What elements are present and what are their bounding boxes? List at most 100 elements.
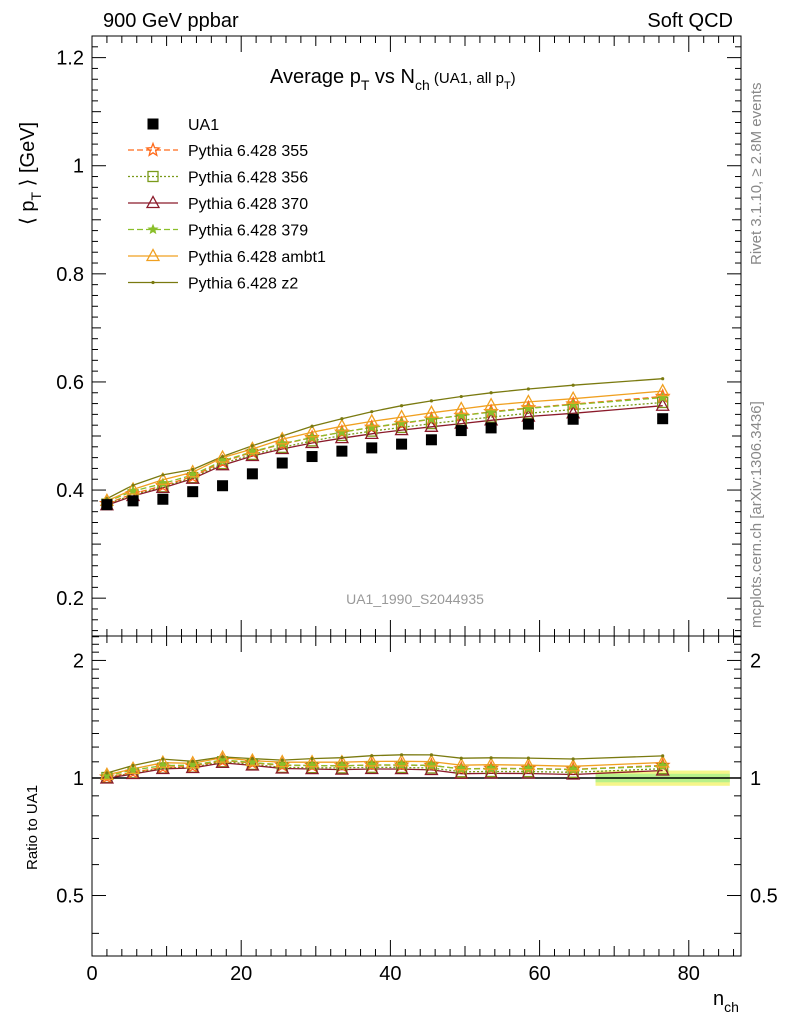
ratio-marker-p370 — [185, 760, 200, 774]
ua1-point — [187, 486, 199, 498]
series-marker-ambt1 — [566, 390, 581, 404]
x-tick-label: 0 — [86, 963, 97, 985]
ratio-marker-p370 — [275, 760, 290, 774]
ratio-marker-z2 — [280, 758, 284, 762]
ratio-y-tick-label-right: 2 — [750, 650, 761, 672]
ratio-marker-ambt1 — [125, 760, 141, 775]
series-marker-ambt1 — [245, 441, 260, 455]
ratio-marker-p370 — [304, 761, 320, 775]
series-marker-ambt1 — [454, 401, 469, 415]
ratio-marker-ambt1 — [424, 753, 439, 767]
series-marker-p370 — [394, 422, 409, 436]
main-x-ticks — [91, 36, 735, 636]
ua1-point — [455, 425, 467, 437]
ratio-marker-ambt1 — [521, 757, 536, 771]
ua1-point — [246, 468, 258, 480]
header-left: 900 GeV ppbar — [103, 10, 239, 32]
ratio-plot-frame — [91, 635, 742, 957]
ratio-marker-ambt1 — [155, 754, 170, 768]
x-tick-label: 80 — [678, 963, 700, 985]
ua1-point — [101, 499, 113, 511]
ratio-marker-p370 — [155, 761, 170, 775]
series-marker-ambt1 — [484, 397, 499, 411]
series-marker-p379 — [157, 477, 169, 489]
x-tick-label: 60 — [528, 963, 550, 985]
ratio-y-tick-label: 2 — [73, 650, 84, 672]
legend-ua1-marker — [147, 118, 159, 130]
ratio-marker-z2 — [161, 757, 165, 761]
series-marker-ambt1 — [155, 471, 170, 485]
rivet-label: Rivet 3.1.10, ≥ 2.8M events — [748, 83, 765, 266]
legend-marker-z2 — [151, 280, 155, 285]
ratio-marker-p379 — [522, 762, 534, 774]
ratio-marker-z2 — [105, 771, 109, 775]
series-marker-ambt1 — [304, 424, 320, 438]
ua1-point — [127, 495, 139, 507]
series-marker-z2 — [661, 377, 665, 381]
series-marker-ambt1 — [125, 481, 141, 495]
ratio-marker-z2 — [399, 753, 404, 757]
ratio-plot: 0.5 0.5 1 1 2 2 0 20 40 60 80 Ratio to UA1 nch — [24, 635, 778, 1015]
ratio-marker-z2 — [220, 755, 225, 759]
ua1-point — [217, 480, 229, 492]
series-marker-z2 — [161, 473, 165, 477]
ratio-marker-ambt1 — [334, 754, 349, 768]
series-marker-z2 — [131, 483, 135, 487]
series-marker-p370 — [424, 418, 439, 432]
ua1-point — [396, 438, 408, 450]
legend-label-z2: Pythia 6.428 z2 — [188, 276, 298, 293]
main-y-tick-label: 0.6 — [56, 372, 84, 394]
legend-label-ambt1: Pythia 6.428 ambt1 — [188, 249, 326, 266]
legend-label-ua1: UA1 — [188, 117, 219, 134]
series-marker-z2 — [191, 467, 195, 472]
ua1-point — [336, 445, 348, 457]
ratio-marker-ambt1 — [364, 753, 379, 767]
legend-marker-p370 — [145, 195, 161, 209]
ratio-marker-z2 — [310, 756, 314, 761]
series-marker-ambt1 — [334, 418, 349, 432]
ratio-marker-z2 — [661, 754, 665, 758]
ratio-marker-z2 — [571, 757, 575, 761]
series-marker-ambt1 — [424, 404, 439, 418]
ratio-marker-p379 — [485, 762, 497, 774]
ua1-point — [366, 442, 378, 454]
main-y-ticks: 0.2 0.4 0.6 0.8 1 1.2 — [56, 46, 741, 632]
ua1-point — [485, 422, 497, 434]
ratio-y-tick-label: 0.5 — [56, 886, 84, 908]
ratio-y-label: Ratio to UA1 — [24, 785, 41, 870]
ratio-marker-ambt1 — [304, 754, 320, 768]
ua1-point — [306, 451, 318, 463]
main-y-tick-label: 0.2 — [56, 588, 84, 610]
ratio-marker-z2 — [250, 757, 254, 761]
series-marker-z2 — [459, 394, 463, 399]
main-y-tick-label: 1.2 — [56, 48, 84, 70]
ua1-point — [276, 457, 288, 469]
main-plot: 0.2 0.4 0.6 0.8 1 1.2 Average pT vs Nch (UA1,… — [17, 35, 742, 637]
legend-label-p356: Pythia 6.428 356 — [188, 170, 308, 187]
ratio-marker-z2 — [489, 756, 493, 760]
main-y-tick-label: 0.4 — [56, 480, 84, 502]
ratio-marker-p379 — [425, 759, 437, 771]
series-marker-p370 — [185, 470, 200, 484]
ratio-marker-ambt1 — [245, 752, 260, 766]
series-marker-ambt1 — [185, 464, 200, 478]
header-right: Soft QCD — [647, 10, 733, 32]
ratio-marker-ambt1 — [185, 755, 200, 769]
ratio-marker-ambt1 — [655, 754, 670, 768]
ua1-point — [522, 418, 534, 430]
series-marker-p355 — [363, 419, 380, 435]
ratio-marker-p379 — [455, 763, 467, 774]
series-marker-z2 — [310, 424, 314, 428]
legend-label-p379: Pythia 6.428 379 — [188, 223, 308, 240]
series-marker-p370 — [364, 425, 379, 439]
series-marker-z2 — [370, 410, 374, 414]
x-tick-label: 40 — [379, 963, 401, 985]
main-y-label: ⟨ pT ⟩ [GeV] — [17, 122, 44, 225]
series-line-p370 — [106, 405, 663, 506]
legend: UA1 Pythia 6.428 355 Pythia 6.428 356 Pythi… — [128, 117, 326, 293]
ratio-marker-ambt1 — [566, 758, 581, 772]
ua1-point — [657, 413, 669, 425]
ratio-marker-z2 — [191, 759, 195, 763]
series-marker-p370 — [334, 430, 349, 444]
